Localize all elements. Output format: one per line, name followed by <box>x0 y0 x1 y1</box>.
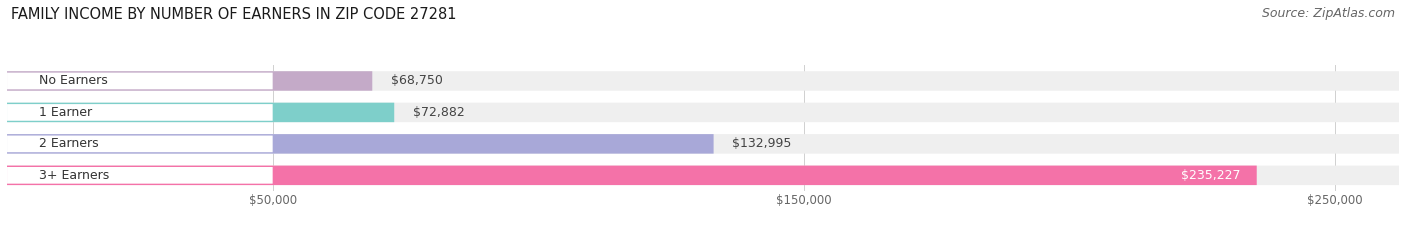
FancyBboxPatch shape <box>7 134 714 154</box>
FancyBboxPatch shape <box>7 167 273 184</box>
FancyBboxPatch shape <box>7 166 1399 185</box>
Text: FAMILY INCOME BY NUMBER OF EARNERS IN ZIP CODE 27281: FAMILY INCOME BY NUMBER OF EARNERS IN ZI… <box>11 7 457 22</box>
FancyBboxPatch shape <box>7 136 273 152</box>
FancyBboxPatch shape <box>7 166 1257 185</box>
Text: 3+ Earners: 3+ Earners <box>39 169 110 182</box>
Text: 2 Earners: 2 Earners <box>39 137 98 150</box>
FancyBboxPatch shape <box>7 71 373 91</box>
FancyBboxPatch shape <box>7 103 394 122</box>
FancyBboxPatch shape <box>7 134 1399 154</box>
Text: 1 Earner: 1 Earner <box>39 106 91 119</box>
Text: No Earners: No Earners <box>39 75 108 87</box>
FancyBboxPatch shape <box>7 104 273 121</box>
Text: $132,995: $132,995 <box>733 137 792 150</box>
Text: Source: ZipAtlas.com: Source: ZipAtlas.com <box>1261 7 1395 20</box>
Text: $72,882: $72,882 <box>413 106 464 119</box>
FancyBboxPatch shape <box>7 103 1399 122</box>
FancyBboxPatch shape <box>7 73 273 89</box>
Text: $68,750: $68,750 <box>391 75 443 87</box>
Text: $235,227: $235,227 <box>1181 169 1240 182</box>
FancyBboxPatch shape <box>7 71 1399 91</box>
